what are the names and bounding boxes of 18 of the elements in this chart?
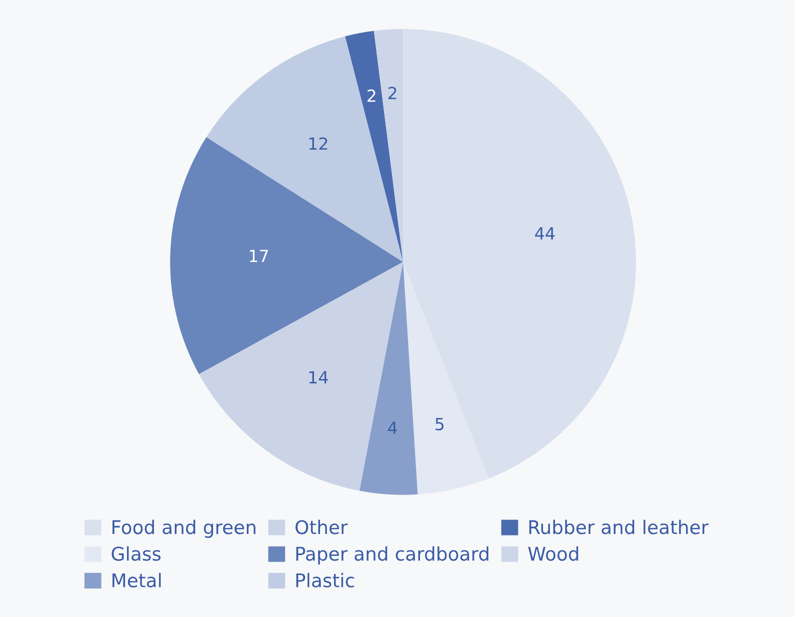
data-label: 5 <box>436 418 444 430</box>
legend-label: Plastic <box>296 572 354 588</box>
data-label: 4 <box>388 422 397 434</box>
legend-label: Paper and cardboard <box>296 546 488 564</box>
data-label: 17 <box>250 250 268 262</box>
pie-slice <box>345 30 404 262</box>
legend-label: Wood <box>528 546 578 561</box>
legend-label: Glass <box>112 546 161 561</box>
legend-label: Rubber and leather <box>529 520 709 534</box>
legend-label: Metal <box>112 572 161 588</box>
legend-label: Food and green <box>112 520 256 538</box>
data-label: 12 <box>309 137 328 150</box>
pie-slice <box>359 262 418 495</box>
legend-label: Other <box>296 520 348 534</box>
data-label: 2 <box>368 89 376 102</box>
data-label: 44 <box>535 227 555 240</box>
data-label: 2 <box>388 86 396 100</box>
data-label: 14 <box>309 371 328 384</box>
